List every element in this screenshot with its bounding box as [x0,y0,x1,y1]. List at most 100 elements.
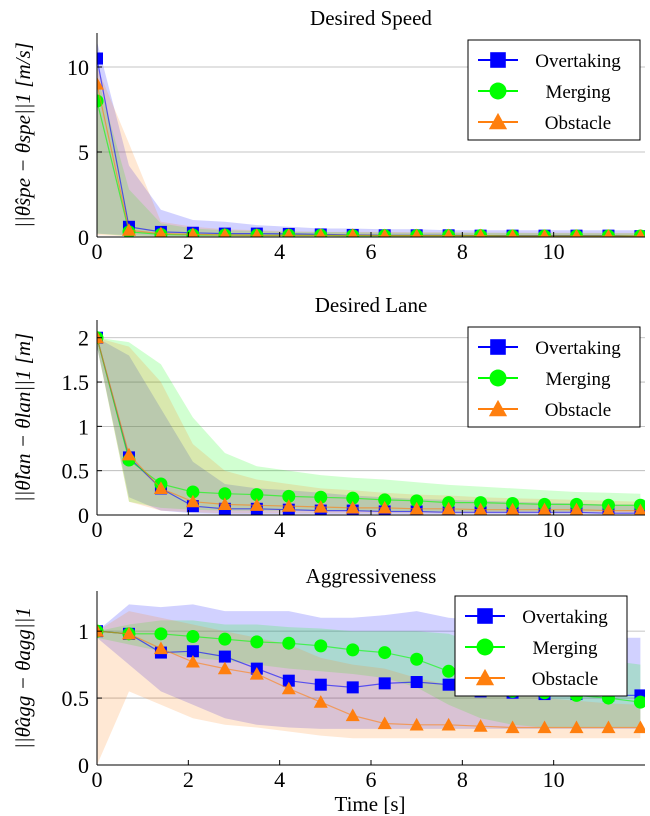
band-merging [97,75,641,237]
x-tick-label: 4 [274,767,285,792]
point-obstacle [121,447,136,461]
point-merging [410,652,424,666]
point-merging [282,636,296,650]
point-obstacle [475,228,486,237]
legend-label: Overtaking [535,338,621,359]
point-merging [346,643,360,657]
y-axis-label: ||θ̂lan − θlan||1 [m] [11,333,35,502]
x-axis-label: Time [s] [335,792,406,816]
x-tick-label: 2 [183,767,194,792]
point-obstacle [313,695,328,708]
chart-title: Desired Speed [310,6,432,30]
plot-area [97,330,645,515]
x-tick-label: 2 [183,239,194,264]
y-tick-label: 0.5 [62,459,90,484]
point-merging [378,493,392,507]
band-obstacle [97,337,641,514]
point-merging [250,635,264,649]
point-obstacle [537,720,552,734]
legend-marker-merging [489,82,507,100]
legend: Overtaking Merging Obstacle [454,595,628,697]
point-overtaking [378,677,391,690]
band-merging [97,337,641,512]
series-line-obstacle [97,83,641,237]
x-tick-label: 6 [366,767,377,792]
point-obstacle [97,624,104,637]
point-obstacle [281,499,296,512]
legend: Overtaking Merging Obstacle [467,39,641,141]
y-tick-label: 0 [78,225,89,250]
point-obstacle [635,228,645,237]
y-tick-label: 0 [78,753,89,778]
point-overtaking [97,52,103,65]
point-obstacle [377,716,392,730]
point-obstacle [569,720,584,734]
point-obstacle [409,501,424,515]
point-obstacle [219,227,230,237]
point-overtaking [346,681,359,694]
x-tick-label: 2 [183,517,194,542]
y-tick-label: 1 [78,414,89,439]
x-tick-label: 6 [366,517,377,542]
point-overtaking [314,678,327,691]
point-obstacle [249,666,264,680]
y-tick-label: 0.5 [62,686,90,711]
x-tick-label: 8 [457,239,468,264]
point-merging [186,485,200,499]
point-obstacle [505,720,520,734]
point-merging [154,627,168,641]
x-tick-label: 10 [543,517,565,542]
point-obstacle [569,502,584,515]
point-obstacle [97,330,104,344]
point-obstacle [634,503,645,515]
y-tick-label: 5 [78,140,89,165]
point-obstacle [409,717,424,731]
legend-marker-obstacle [475,668,495,686]
point-obstacle [441,501,456,515]
point-obstacle [251,228,262,237]
point-obstacle [345,500,360,514]
band-obstacle [97,611,641,765]
point-obstacle [537,502,552,515]
legend-marker-obstacle [488,399,508,417]
point-obstacle [153,481,168,495]
legend-label: Merging [532,638,598,659]
point-obstacle [380,228,390,237]
y-axis-label: ||θ̂spe − θspe||1 [m/s] [11,42,35,228]
x-tick-label: 10 [543,767,565,792]
point-merging [282,489,296,503]
y-tick-label: 0 [78,503,89,528]
legend-label: Obstacle [532,669,598,690]
y-axis-label: ||θ̂agg − θagg||1 [11,607,35,749]
point-obstacle [313,500,328,513]
point-obstacle [315,228,326,237]
point-merging [314,490,328,504]
point-obstacle [185,494,200,508]
chart-title: Aggressiveness [306,564,437,588]
legend-label: Merging [545,82,611,103]
point-obstacle [540,228,549,237]
point-obstacle [153,641,168,655]
point-obstacle [249,498,264,511]
point-obstacle [473,719,488,732]
point-obstacle [187,227,199,237]
chart-title: Desired Lane [315,293,428,317]
series-line-obstacle [97,337,641,512]
x-tick-label: 0 [92,239,103,264]
point-obstacle [97,77,104,90]
point-merging [410,494,424,508]
point-obstacle [633,720,645,734]
legend-marker-overtaking [477,608,493,624]
point-obstacle [441,717,456,731]
x-tick-label: 0 [92,517,103,542]
x-tick-label: 8 [457,517,468,542]
point-obstacle [283,228,294,237]
point-obstacle [473,502,488,515]
y-tick-label: 10 [67,55,89,80]
legend-label: Overtaking [522,607,608,628]
x-tick-label: 4 [274,239,285,264]
point-merging [314,639,328,653]
point-merging [186,630,200,644]
